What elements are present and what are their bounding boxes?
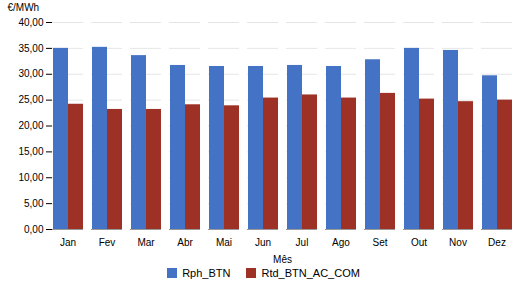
svg-text:25,00: 25,00: [18, 94, 43, 105]
svg-text:Abr: Abr: [177, 237, 193, 248]
svg-text:Mar: Mar: [137, 237, 155, 248]
svg-text:Jul: Jul: [296, 237, 309, 248]
svg-text:Fev: Fev: [99, 237, 116, 248]
svg-text:Ago: Ago: [332, 237, 350, 248]
svg-text:Jan: Jan: [60, 237, 76, 248]
svg-text:40,00: 40,00: [18, 17, 43, 28]
svg-text:Dez: Dez: [488, 237, 506, 248]
svg-text:5,00: 5,00: [24, 198, 44, 209]
html-text:Rtd_BTN_AC_COM: Rtd_BTN_AC_COM: [261, 267, 360, 279]
svg-text:30,00: 30,00: [18, 68, 43, 79]
html-text:Rph_BTN: Rph_BTN: [182, 267, 231, 279]
svg-text:Set: Set: [372, 237, 387, 248]
svg-text:15,00: 15,00: [18, 146, 43, 157]
svg-text:Out: Out: [411, 237, 427, 248]
svg-text:Mês: Mês: [273, 254, 292, 265]
svg-text:35,00: 35,00: [18, 43, 43, 54]
svg-text:20,00: 20,00: [18, 120, 43, 131]
svg-text:10,00: 10,00: [18, 172, 43, 183]
svg-text:€/MWh: €/MWh: [8, 2, 40, 13]
svg-text:Mai: Mai: [216, 237, 232, 248]
svg-text:Jun: Jun: [255, 237, 271, 248]
svg-text:Nov: Nov: [449, 237, 467, 248]
svg-text:0,00: 0,00: [24, 224, 44, 235]
